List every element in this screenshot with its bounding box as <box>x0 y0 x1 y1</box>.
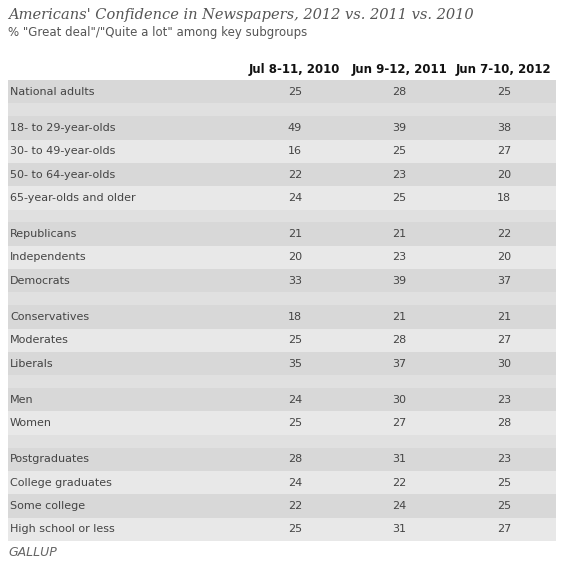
Bar <box>8 352 556 375</box>
Text: 27: 27 <box>392 418 407 428</box>
Text: Conservatives: Conservatives <box>10 312 89 322</box>
Text: 24: 24 <box>288 478 302 488</box>
Bar <box>8 435 556 448</box>
Text: 37: 37 <box>497 276 511 286</box>
Text: High school or less: High school or less <box>10 524 114 534</box>
Text: 16: 16 <box>288 146 302 156</box>
Text: 18: 18 <box>288 312 302 322</box>
Text: Some college: Some college <box>10 501 85 511</box>
Text: Jun 7-10, 2012: Jun 7-10, 2012 <box>456 62 552 75</box>
Text: Liberals: Liberals <box>10 359 54 369</box>
Text: 24: 24 <box>288 395 302 405</box>
Text: 24: 24 <box>288 193 302 203</box>
Bar <box>8 448 556 471</box>
Text: 21: 21 <box>288 229 302 239</box>
Text: 39: 39 <box>392 123 406 133</box>
Bar <box>8 186 556 210</box>
Text: 22: 22 <box>392 478 407 488</box>
Text: 25: 25 <box>288 87 302 96</box>
Text: Democrats: Democrats <box>10 276 70 286</box>
Bar <box>8 494 556 518</box>
Text: 30- to 49-year-olds: 30- to 49-year-olds <box>10 146 116 156</box>
Bar <box>8 305 556 328</box>
Text: 27: 27 <box>497 335 511 345</box>
Text: 25: 25 <box>288 418 302 428</box>
Text: 18: 18 <box>497 193 511 203</box>
Text: Men: Men <box>10 395 34 405</box>
Text: 23: 23 <box>497 395 511 405</box>
Text: 25: 25 <box>497 501 511 511</box>
Text: Americans' Confidence in Newspapers, 2012 vs. 2011 vs. 2010: Americans' Confidence in Newspapers, 201… <box>8 8 474 22</box>
Bar <box>8 471 556 494</box>
Text: 31: 31 <box>392 524 406 534</box>
Text: 33: 33 <box>288 276 302 286</box>
Text: 20: 20 <box>497 170 511 179</box>
Text: 50- to 64-year-olds: 50- to 64-year-olds <box>10 170 115 179</box>
Bar <box>8 292 556 305</box>
Text: Women: Women <box>10 418 52 428</box>
Text: % "Great deal"/"Quite a lot" among key subgroups: % "Great deal"/"Quite a lot" among key s… <box>8 26 307 39</box>
Text: 22: 22 <box>288 501 302 511</box>
Text: 23: 23 <box>392 170 406 179</box>
Text: 25: 25 <box>288 335 302 345</box>
Text: 21: 21 <box>392 312 406 322</box>
Bar <box>8 269 556 292</box>
Bar <box>8 328 556 352</box>
Bar <box>8 375 556 388</box>
Text: 25: 25 <box>392 146 406 156</box>
Bar <box>8 58 556 80</box>
Text: College graduates: College graduates <box>10 478 112 488</box>
Text: 25: 25 <box>497 478 511 488</box>
Text: Moderates: Moderates <box>10 335 69 345</box>
Text: 25: 25 <box>288 524 302 534</box>
Text: 25: 25 <box>392 193 406 203</box>
Text: 20: 20 <box>288 252 302 263</box>
Text: 28: 28 <box>392 335 407 345</box>
Text: 28: 28 <box>497 418 511 428</box>
Text: 65-year-olds and older: 65-year-olds and older <box>10 193 135 203</box>
Text: 38: 38 <box>497 123 511 133</box>
Text: 28: 28 <box>288 455 302 464</box>
Text: National adults: National adults <box>10 87 95 96</box>
Bar <box>8 412 556 435</box>
Bar <box>8 163 556 186</box>
Text: Postgraduates: Postgraduates <box>10 455 90 464</box>
Text: Jul 8-11, 2010: Jul 8-11, 2010 <box>249 62 341 75</box>
Text: 35: 35 <box>288 359 302 369</box>
Text: 27: 27 <box>497 146 511 156</box>
Bar <box>8 210 556 222</box>
Text: 21: 21 <box>392 229 406 239</box>
Text: 30: 30 <box>392 395 406 405</box>
Text: 39: 39 <box>392 276 406 286</box>
Text: 23: 23 <box>392 252 406 263</box>
Text: 22: 22 <box>288 170 302 179</box>
Text: 49: 49 <box>288 123 302 133</box>
Text: 23: 23 <box>497 455 511 464</box>
Text: 30: 30 <box>497 359 511 369</box>
Bar <box>8 116 556 139</box>
Text: 37: 37 <box>392 359 406 369</box>
Text: 18- to 29-year-olds: 18- to 29-year-olds <box>10 123 116 133</box>
Bar <box>8 103 556 116</box>
Text: 31: 31 <box>392 455 406 464</box>
Text: 22: 22 <box>497 229 511 239</box>
Bar <box>8 222 556 246</box>
Text: 27: 27 <box>497 524 511 534</box>
Text: 21: 21 <box>497 312 511 322</box>
Text: 20: 20 <box>497 252 511 263</box>
Text: Jun 9-12, 2011: Jun 9-12, 2011 <box>351 62 447 75</box>
Text: 28: 28 <box>392 87 407 96</box>
Bar <box>8 246 556 269</box>
Text: Republicans: Republicans <box>10 229 77 239</box>
Text: Independents: Independents <box>10 252 87 263</box>
Text: 25: 25 <box>497 87 511 96</box>
Bar <box>8 80 556 103</box>
Bar <box>8 388 556 412</box>
Text: GALLUP: GALLUP <box>8 546 57 559</box>
Bar <box>8 518 556 541</box>
Text: 24: 24 <box>392 501 407 511</box>
Bar <box>8 139 556 163</box>
